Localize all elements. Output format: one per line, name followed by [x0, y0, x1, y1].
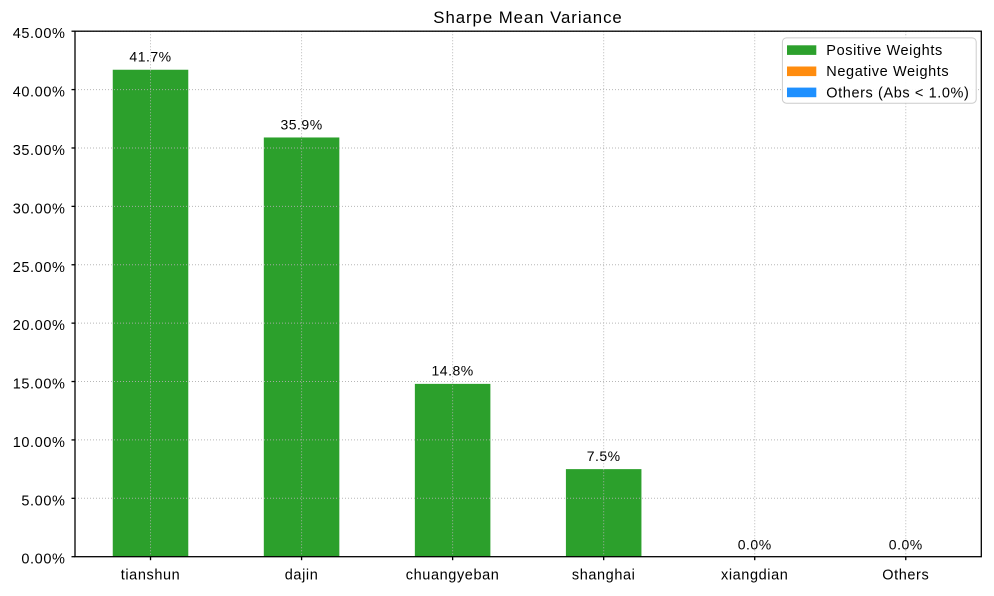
svg-text:Negative Weights: Negative Weights: [826, 64, 949, 80]
svg-text:Positive Weights: Positive Weights: [826, 43, 943, 59]
svg-text:45.00%: 45.00%: [13, 26, 66, 42]
svg-text:Others: Others: [882, 567, 929, 583]
svg-text:7.5%: 7.5%: [587, 448, 621, 464]
svg-text:30.00%: 30.00%: [13, 201, 66, 217]
svg-text:chuangyeban: chuangyeban: [406, 567, 500, 583]
svg-text:0.00%: 0.00%: [21, 552, 65, 568]
svg-text:40.00%: 40.00%: [13, 85, 66, 101]
svg-text:0.0%: 0.0%: [889, 536, 923, 552]
svg-text:dajin: dajin: [285, 567, 319, 583]
svg-text:25.00%: 25.00%: [13, 260, 66, 276]
svg-text:shanghai: shanghai: [572, 567, 636, 583]
svg-text:35.00%: 35.00%: [13, 143, 66, 159]
svg-text:5.00%: 5.00%: [21, 493, 65, 509]
svg-text:0.0%: 0.0%: [738, 536, 772, 552]
svg-text:35.9%: 35.9%: [280, 116, 322, 132]
svg-text:tianshun: tianshun: [121, 567, 181, 583]
svg-text:14.8%: 14.8%: [432, 363, 474, 379]
svg-text:xiangdian: xiangdian: [721, 567, 788, 583]
svg-text:Sharpe Mean Variance: Sharpe Mean Variance: [433, 8, 622, 27]
svg-text:15.00%: 15.00%: [13, 377, 66, 393]
svg-text:10.00%: 10.00%: [13, 435, 66, 451]
svg-text:20.00%: 20.00%: [13, 318, 66, 334]
svg-text:Others (Abs < 1.0%): Others (Abs < 1.0%): [826, 85, 969, 101]
svg-text:41.7%: 41.7%: [129, 49, 171, 65]
